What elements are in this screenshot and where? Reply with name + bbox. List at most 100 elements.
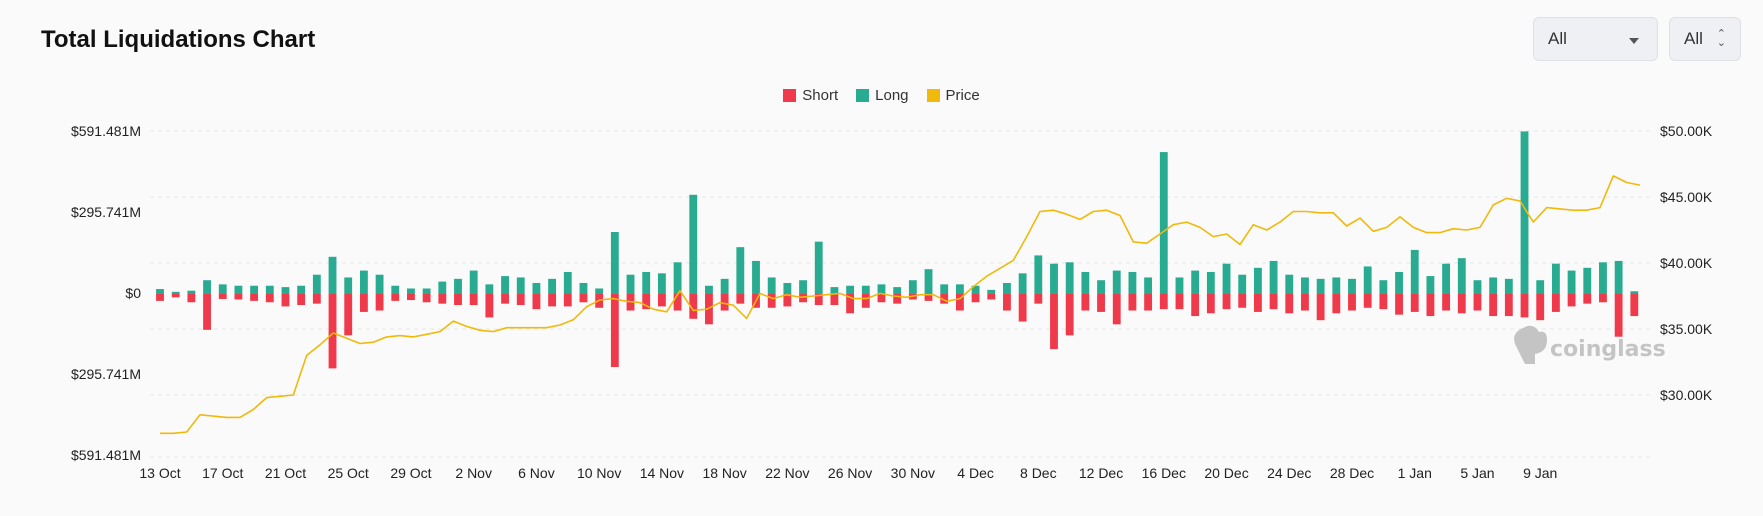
- short-bar: [1301, 294, 1309, 311]
- short-bar: [422, 294, 431, 303]
- short-bar: [359, 294, 368, 312]
- long-bar: [1301, 277, 1309, 294]
- short-bar: [1567, 294, 1576, 307]
- short-bar: [469, 294, 478, 306]
- chart-legend: Short Long Price: [0, 87, 1763, 104]
- legend-item-long[interactable]: Long: [856, 87, 909, 104]
- left-axis-tick-label: $295.741M: [71, 204, 141, 220]
- short-bar: [218, 294, 227, 299]
- range-select[interactable]: All: [1533, 17, 1658, 61]
- short-bar: [1191, 294, 1200, 317]
- long-bar: [438, 281, 447, 294]
- long-bar: [1097, 280, 1105, 294]
- long-bar: [1457, 258, 1466, 294]
- short-bar: [1003, 294, 1011, 311]
- short-bar: [799, 294, 807, 303]
- short-bar: [830, 294, 839, 306]
- short-bar: [783, 294, 792, 307]
- long-bar: [548, 278, 557, 294]
- long-bar: [1191, 270, 1200, 294]
- x-axis-tick-label: 28 Dec: [1330, 465, 1374, 481]
- short-bar: [1159, 294, 1168, 310]
- long-bar: [1332, 277, 1341, 294]
- legend-item-short[interactable]: Short: [783, 87, 838, 104]
- left-axis-tick-label: $591.481M: [71, 123, 141, 139]
- x-axis-tick-label: 25 Oct: [328, 465, 369, 481]
- short-bar: [156, 294, 164, 301]
- short-bar: [1238, 294, 1247, 308]
- short-bar: [548, 294, 557, 307]
- long-bar: [469, 270, 478, 294]
- long-bar: [830, 287, 839, 294]
- watermark: coinglass: [1514, 325, 1666, 364]
- right-axis-tick-label: $30.00K: [1660, 387, 1713, 403]
- long-bar: [422, 288, 431, 294]
- long-bar: [940, 284, 949, 294]
- x-axis-tick-label: 1 Jan: [1398, 465, 1432, 481]
- chevron-down-icon: [1629, 38, 1639, 44]
- short-bar: [1536, 294, 1545, 321]
- short-bar: [610, 294, 619, 368]
- short-bar: [281, 294, 290, 307]
- legend-label-short: Short: [802, 87, 839, 104]
- x-axis-tick-label: 6 Nov: [518, 465, 555, 481]
- short-bar: [532, 294, 541, 310]
- x-axis-tick-label: 21 Oct: [265, 465, 306, 481]
- short-bar: [1348, 294, 1356, 311]
- long-bar: [877, 284, 886, 294]
- long-bar: [908, 280, 917, 294]
- long-bar: [705, 285, 713, 294]
- long-bar: [1222, 263, 1231, 294]
- short-bar: [846, 294, 855, 314]
- long-bar: [516, 277, 525, 294]
- long-bar: [563, 271, 572, 294]
- long-bar: [171, 291, 180, 294]
- short-bar: [877, 294, 886, 303]
- short-bar: [297, 294, 306, 306]
- long-bar: [579, 282, 588, 294]
- left-axis-tick-label: $591.481M: [71, 447, 141, 463]
- left-axis-tick-label: $295.741M: [71, 366, 141, 382]
- short-bar: [563, 294, 572, 307]
- short-bar: [203, 294, 211, 330]
- short-bar: [1144, 294, 1153, 311]
- short-bar: [391, 294, 400, 301]
- long-bar: [391, 285, 400, 294]
- long-bar: [1536, 280, 1545, 294]
- x-axis-tick-label: 12 Dec: [1079, 465, 1123, 481]
- short-bar: [1630, 294, 1639, 317]
- long-bar: [861, 285, 870, 294]
- coin-select[interactable]: All ⌃ ⌄: [1669, 17, 1741, 61]
- short-bar: [187, 294, 196, 303]
- short-bar: [893, 294, 902, 304]
- x-axis-tick-label: 5 Jan: [1460, 465, 1494, 481]
- short-bar: [657, 294, 666, 307]
- long-bar: [1112, 270, 1121, 294]
- short-bar: [234, 294, 243, 300]
- legend-item-price[interactable]: Price: [926, 87, 980, 104]
- long-bar: [689, 194, 698, 294]
- short-bar: [1442, 294, 1451, 311]
- x-axis-tick-label: 13 Oct: [139, 465, 180, 481]
- long-bar: [1238, 274, 1247, 294]
- long-bar: [924, 269, 933, 294]
- long-bar: [203, 280, 211, 294]
- short-bar: [940, 294, 949, 304]
- long-bar: [359, 270, 368, 294]
- long-bar: [1442, 263, 1451, 294]
- short-bar: [375, 294, 384, 311]
- long-bar: [265, 285, 274, 294]
- short-bar: [344, 294, 353, 336]
- long-bar: [187, 290, 196, 294]
- short-bar: [501, 294, 509, 304]
- short-bar: [579, 294, 588, 303]
- long-bar: [752, 260, 760, 294]
- long-bar: [1269, 260, 1278, 294]
- short-bar: [1097, 294, 1105, 312]
- long-bar: [1065, 262, 1074, 294]
- long-bar: [297, 285, 306, 294]
- long-bar: [218, 284, 227, 294]
- x-axis-tick-label: 29 Oct: [390, 465, 431, 481]
- long-bar: [720, 278, 729, 294]
